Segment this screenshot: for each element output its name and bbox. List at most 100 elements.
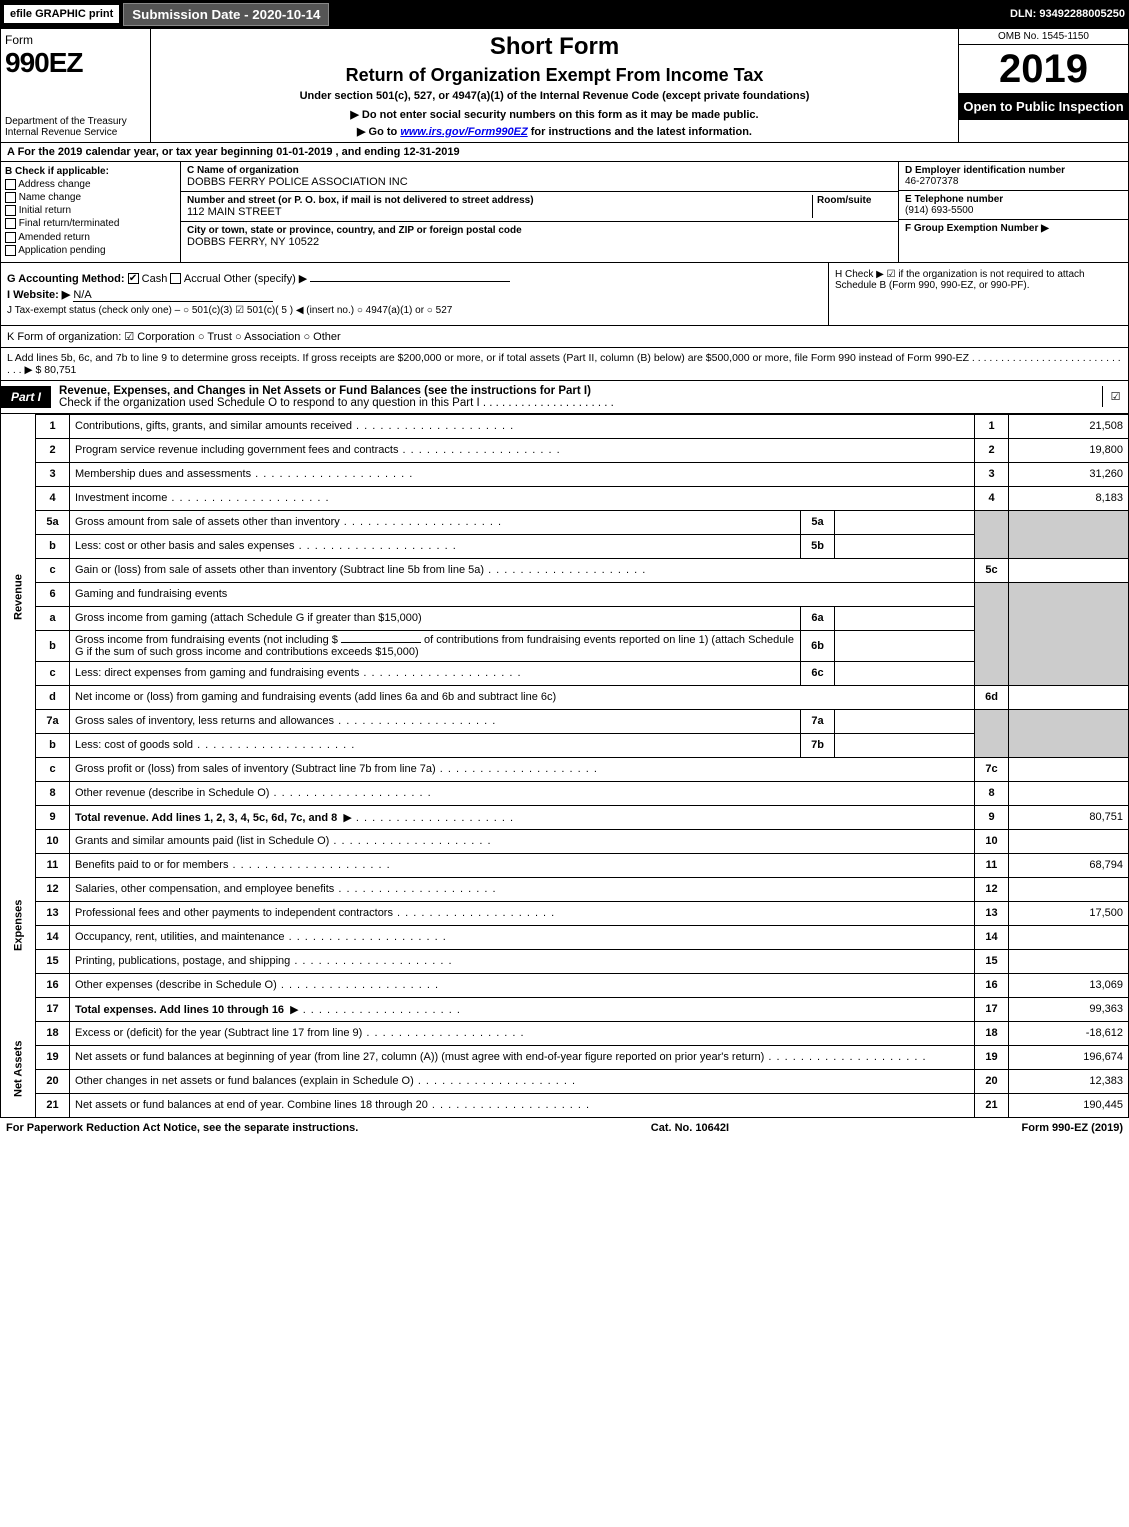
line-ref: 7c	[975, 757, 1009, 781]
accrual-label: Accrual	[184, 273, 221, 285]
opt-address: Address change	[18, 179, 90, 190]
cb-final-return[interactable]: Final return/terminated	[5, 218, 176, 229]
part1-header: Part I Revenue, Expenses, and Changes in…	[0, 381, 1129, 414]
line-num: 9	[36, 805, 70, 829]
other-label: Other (specify) ▶	[224, 273, 308, 285]
subtitle: Under section 501(c), 527, or 4947(a)(1)…	[159, 90, 950, 102]
table-row: 6 Gaming and fundraising events	[1, 582, 1129, 606]
mini-ref: 7b	[801, 733, 835, 757]
footer-left: For Paperwork Reduction Act Notice, see …	[6, 1122, 358, 1134]
table-row: b Less: cost or other basis and sales ex…	[1, 534, 1129, 558]
top-bar: efile GRAPHIC print Submission Date - 20…	[0, 0, 1129, 28]
table-row: c Gross profit or (loss) from sales of i…	[1, 757, 1129, 781]
box-def: D Employer identification number 46-2707…	[898, 162, 1128, 262]
cb-name-change[interactable]: Name change	[5, 192, 176, 203]
cb-amended-return[interactable]: Amended return	[5, 232, 176, 243]
omb-number: OMB No. 1545-1150	[959, 29, 1128, 45]
box-k: K Form of organization: ☑ Corporation ○ …	[0, 326, 1129, 348]
mini-amount	[835, 534, 975, 558]
c-name-label: C Name of organization	[187, 165, 299, 176]
d-label: D Employer identification number	[905, 165, 1065, 176]
box-l: L Add lines 5b, 6c, and 7b to line 9 to …	[0, 348, 1129, 381]
submission-date-button[interactable]: Submission Date - 2020-10-14	[123, 3, 329, 26]
line-ref: 19	[975, 1045, 1009, 1069]
line-amount: 80,751	[1009, 805, 1129, 829]
line-num: 13	[36, 901, 70, 925]
dln-label: DLN: 93492288005250	[1010, 8, 1125, 20]
line-label: Investment income	[70, 486, 975, 510]
mini-ref: 6c	[801, 661, 835, 685]
box-i: I Website: ▶ N/A	[7, 288, 822, 302]
mini-ref: 7a	[801, 709, 835, 733]
mini-ref: 6b	[801, 630, 835, 661]
irs-link[interactable]: www.irs.gov/Form990EZ	[400, 126, 527, 138]
line-amount	[1009, 949, 1129, 973]
line-label: Total expenses. Add lines 10 through 16 …	[70, 997, 975, 1021]
l-text: L Add lines 5b, 6c, and 7b to line 9 to …	[7, 352, 1121, 376]
cb-address-change[interactable]: Address change	[5, 179, 176, 190]
shade-cell	[975, 709, 1009, 757]
line-label: Total revenue. Add lines 1, 2, 3, 4, 5c,…	[70, 805, 975, 829]
box-b: B Check if applicable: Address change Na…	[1, 162, 181, 262]
table-row: 12 Salaries, other compensation, and emp…	[1, 877, 1129, 901]
line-ref: 2	[975, 438, 1009, 462]
ssn-note: ▶ Do not enter social security numbers o…	[159, 108, 950, 121]
line-label: Benefits paid to or for members	[70, 853, 975, 877]
mini-amount	[835, 630, 975, 661]
line-ref: 13	[975, 901, 1009, 925]
line-num: 16	[36, 973, 70, 997]
line-num: 3	[36, 462, 70, 486]
table-row: a Gross income from gaming (attach Sched…	[1, 606, 1129, 630]
netassets-side-tab: Net Assets	[1, 1021, 36, 1117]
room-label: Room/suite	[817, 195, 871, 206]
cash-label: Cash	[142, 273, 168, 285]
box-h: H Check ▶ ☑ if the organization is not r…	[828, 263, 1128, 325]
line6b-blank[interactable]	[341, 642, 421, 643]
line-amount	[1009, 925, 1129, 949]
cb-cash[interactable]: ✔	[128, 273, 139, 284]
shade-cell	[975, 582, 1009, 685]
table-row: 21 Net assets or fund balances at end of…	[1, 1093, 1129, 1117]
line-num: b	[36, 630, 70, 661]
line-label: Net assets or fund balances at beginning…	[70, 1045, 975, 1069]
table-row: 3 Membership dues and assessments 3 31,2…	[1, 462, 1129, 486]
table-row: c Gain or (loss) from sale of assets oth…	[1, 558, 1129, 582]
line-num: 10	[36, 829, 70, 853]
line-num: b	[36, 733, 70, 757]
line-amount	[1009, 685, 1129, 709]
line-label: Membership dues and assessments	[70, 462, 975, 486]
line-amount: 21,508	[1009, 414, 1129, 438]
cb-accrual[interactable]	[170, 273, 181, 284]
org-name: DOBBS FERRY POLICE ASSOCIATION INC	[187, 176, 408, 188]
i-label: I Website: ▶	[7, 289, 70, 301]
table-row: 16 Other expenses (describe in Schedule …	[1, 973, 1129, 997]
line-label: Gain or (loss) from sale of assets other…	[70, 558, 975, 582]
line-label: Printing, publications, postage, and shi…	[70, 949, 975, 973]
line-num: c	[36, 757, 70, 781]
line-num: 1	[36, 414, 70, 438]
other-specify-input[interactable]	[310, 281, 510, 282]
mini-amount	[835, 733, 975, 757]
line-amount: 196,674	[1009, 1045, 1129, 1069]
c-city-label: City or town, state or province, country…	[187, 225, 522, 236]
form-word: Form	[5, 33, 146, 47]
line-amount: 8,183	[1009, 486, 1129, 510]
line-num: c	[36, 558, 70, 582]
website-value: N/A	[73, 289, 273, 302]
line-label: Other expenses (describe in Schedule O)	[70, 973, 975, 997]
cb-application-pending[interactable]: Application pending	[5, 245, 176, 256]
goto-note: ▶ Go to www.irs.gov/Form990EZ for instru…	[159, 125, 950, 138]
part1-title-text: Revenue, Expenses, and Changes in Net As…	[59, 385, 591, 397]
line-num: c	[36, 661, 70, 685]
footer-right: Form 990-EZ (2019)	[1022, 1122, 1123, 1134]
table-row: Revenue 1 Contributions, gifts, grants, …	[1, 414, 1129, 438]
line-num: 21	[36, 1093, 70, 1117]
mini-ref: 6a	[801, 606, 835, 630]
line-label: Gross income from fundraising events (no…	[70, 630, 801, 661]
part1-checkbox[interactable]: ☑	[1102, 386, 1128, 407]
org-street: 112 MAIN STREET	[187, 206, 282, 218]
opt-pending: Application pending	[18, 245, 105, 256]
cb-initial-return[interactable]: Initial return	[5, 205, 176, 216]
g-label: G Accounting Method:	[7, 273, 125, 285]
table-row: Expenses 10 Grants and similar amounts p…	[1, 829, 1129, 853]
